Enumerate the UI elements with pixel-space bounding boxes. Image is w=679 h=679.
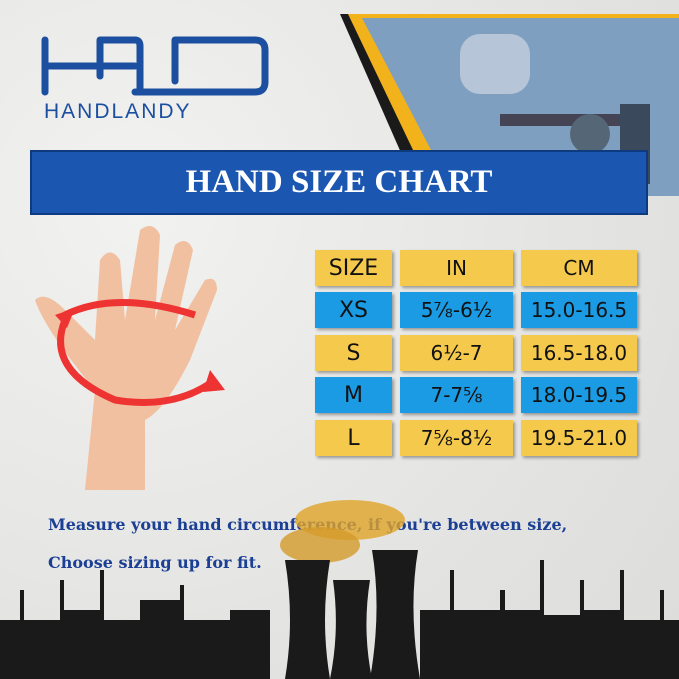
factory-skyline — [0, 500, 679, 679]
cell-size: XS — [315, 292, 392, 328]
cell-in: 7⅝-8½ — [400, 420, 513, 456]
title-banner: HAND SIZE CHART — [30, 150, 648, 215]
header-in: IN — [400, 250, 513, 286]
note-line-2: Choose sizing up for fit. — [48, 553, 262, 572]
cell-cm: 18.0-19.5 — [521, 377, 637, 413]
brand-name: HANDLANDY — [44, 100, 192, 123]
banner-title: HAND SIZE CHART — [185, 164, 493, 200]
cell-cm: 15.0-16.5 — [521, 292, 637, 328]
cell-cm: 19.5-21.0 — [521, 420, 637, 456]
handlandy-logo — [41, 36, 269, 96]
cell-in: 5⅞-6½ — [400, 292, 513, 328]
cell-size: M — [315, 377, 392, 413]
header-size: SIZE — [315, 250, 392, 286]
cell-size: S — [315, 335, 392, 371]
cell-size: L — [315, 420, 392, 456]
cell-in: 6½-7 — [400, 335, 513, 371]
header-cm: CM — [521, 250, 637, 286]
hand-measure-illustration — [35, 226, 225, 490]
cell-cm: 16.5-18.0 — [521, 335, 637, 371]
cell-in: 7-7⅝ — [400, 377, 513, 413]
